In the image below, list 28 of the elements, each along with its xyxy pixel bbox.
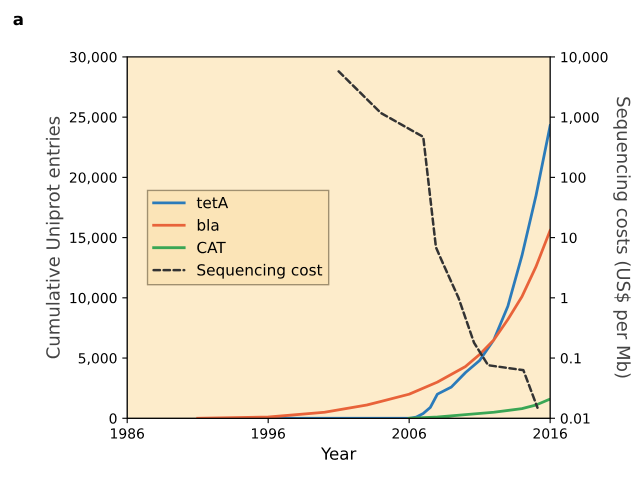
legend-label: Sequencing cost: [197, 264, 322, 279]
legend-label: CAT: [197, 242, 226, 254]
y2-tick-label: 1: [561, 292, 568, 304]
y2-axis-title: Sequencing costs (US$ per Mb): [613, 97, 631, 378]
y2-tick-label: 10: [561, 232, 577, 244]
x-tick-label: 2006: [392, 428, 426, 439]
y-tick-label: 25,000: [70, 112, 117, 124]
x-tick-label: 1996: [252, 428, 285, 439]
y-axis-title: Cumulative Uniprot entries: [46, 116, 64, 358]
y-tick-label: 5,000: [78, 353, 117, 365]
x-axis-title: Year: [320, 448, 356, 460]
y-tick-label: 0: [110, 413, 117, 424]
y-tick-label: 15,000: [70, 232, 117, 244]
line-series: [408, 398, 550, 418]
y2-tick-label: 10,000: [561, 52, 608, 64]
text: a: [13, 16, 23, 26]
x-tick-label: 1986: [111, 428, 144, 439]
y-tick-label: 10,000: [70, 292, 117, 305]
y-tick-label: 20,000: [70, 172, 117, 184]
y2-tick-label: 0.1: [560, 353, 581, 364]
y2-tick-label: 0.01: [560, 413, 590, 424]
y-tick-label: 30,000: [70, 52, 117, 64]
legend-label: tetA: [196, 197, 228, 208]
y2-tick-label: 100: [561, 172, 586, 183]
line-series: [337, 70, 539, 409]
x-tick-label: 2016: [533, 428, 567, 439]
legend-label: bla: [198, 218, 218, 231]
y2-tick-label: 1,000: [561, 112, 599, 124]
